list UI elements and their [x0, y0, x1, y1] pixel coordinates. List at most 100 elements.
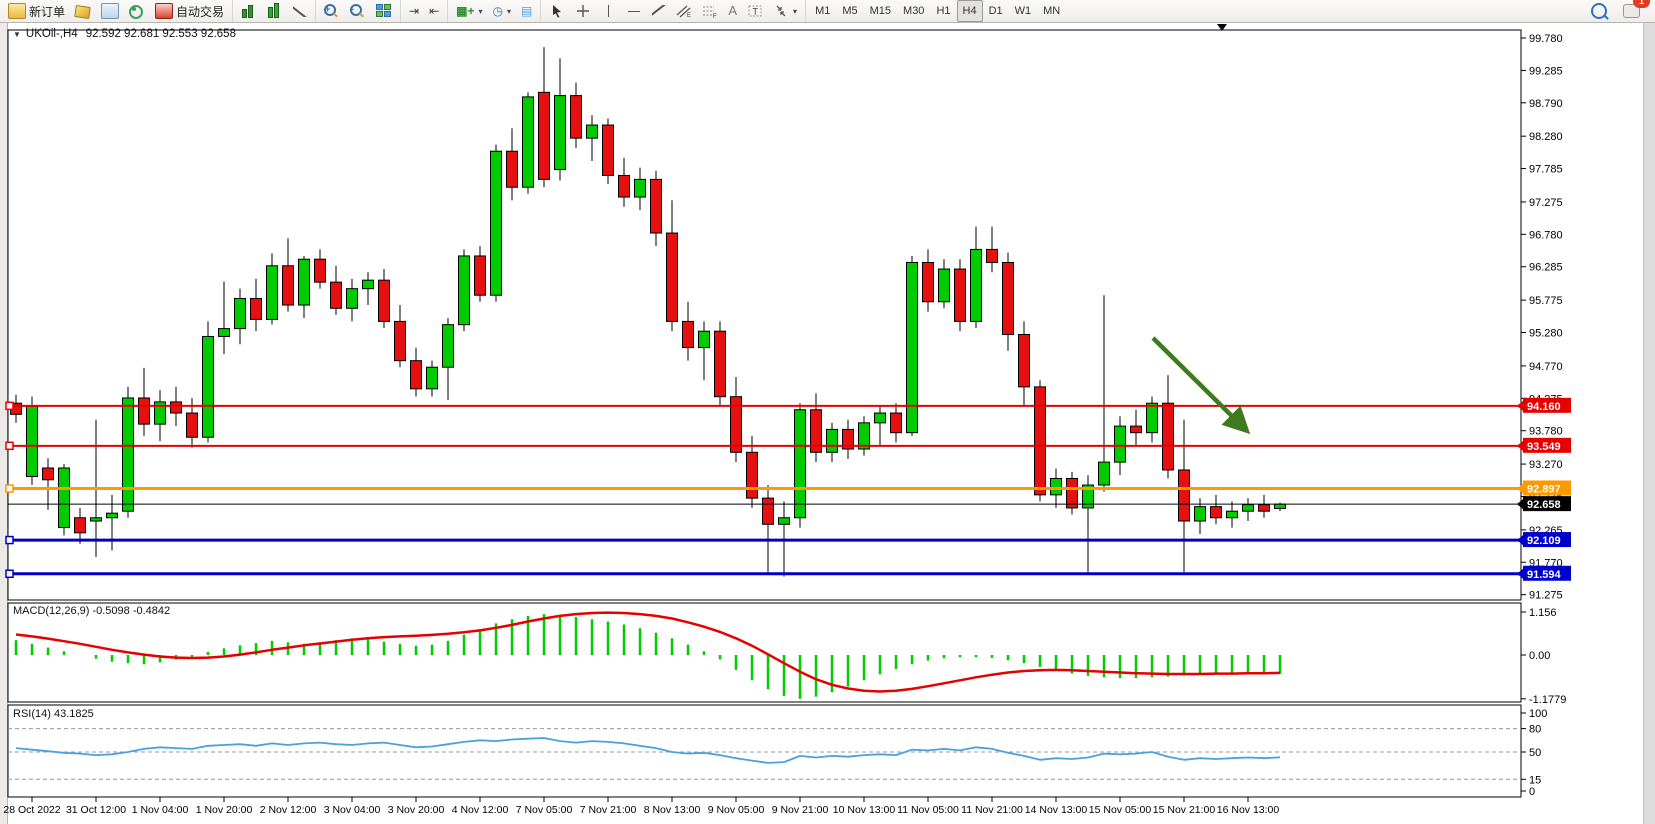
horizontal-line-button[interactable] [621, 0, 647, 22]
timeframe-h1[interactable]: H1 [936, 5, 951, 17]
rsi-panel [7, 704, 1522, 798]
gold-button[interactable] [70, 0, 96, 22]
candle-body [570, 95, 582, 139]
text-label-button[interactable]: T [742, 0, 768, 22]
candle-body [426, 366, 438, 390]
level-line-handle[interactable] [5, 401, 14, 411]
date-label[interactable]: 28 Oct 2022 [3, 804, 60, 816]
level-line-handle[interactable] [5, 484, 14, 493]
date-label[interactable]: 1 Nov 04:00 [132, 804, 189, 816]
timeframe-w1[interactable]: W1 [1014, 5, 1032, 17]
new-order-button[interactable]: 新订单 [3, 0, 70, 22]
vertical-line-button[interactable] [596, 0, 621, 22]
channel-button[interactable]: E [671, 0, 697, 22]
profiles-button[interactable]: ◷ ▾ [492, 4, 512, 18]
date-label[interactable]: 1 Nov 20:00 [196, 804, 253, 816]
zoom-out-button[interactable]: - [345, 0, 371, 22]
auto-scroll-icon: ⇥ [409, 4, 420, 18]
zoom-in-button[interactable]: + [319, 0, 345, 22]
trendline-button[interactable] [647, 0, 671, 22]
macd-tick-label: 1.156 [1529, 607, 1557, 619]
date-label[interactable]: 7 Nov 21:00 [580, 804, 637, 816]
data-window-icon: ▤ [521, 4, 533, 18]
price-tag [1523, 437, 1571, 453]
timeframe-m30[interactable]: M30 [903, 5, 925, 17]
date-label[interactable]: 9 Nov 21:00 [772, 804, 829, 816]
candle-body [938, 268, 950, 303]
candlestick-chart-button[interactable] [262, 0, 288, 22]
date-label[interactable]: 31 Oct 12:00 [66, 804, 126, 816]
fibonacci-button[interactable]: F [697, 0, 723, 22]
candle-body [58, 467, 70, 529]
timeframe-m15[interactable]: M15 [869, 5, 892, 17]
line-chart-button[interactable] [288, 0, 312, 22]
trend-arrow[interactable] [1151, 336, 1251, 435]
candle-body [90, 517, 102, 522]
date-label[interactable]: 10 Nov 13:00 [833, 804, 896, 816]
candle-body [74, 517, 86, 534]
candle-body [1130, 425, 1142, 434]
auto-scroll-button[interactable]: ⇥ [404, 0, 424, 22]
bar-chart-button[interactable] [236, 0, 262, 22]
new-chart-button[interactable]: ▦+ ▾ [456, 4, 483, 18]
date-label[interactable]: 8 Nov 13:00 [644, 804, 701, 816]
timeframe-h4[interactable]: H4 [956, 0, 983, 22]
search-button[interactable] [1586, 0, 1612, 22]
timeframe-m5[interactable]: M5 [842, 5, 858, 17]
notifications-button[interactable]: 1 [1618, 0, 1650, 22]
tile-windows-button[interactable] [371, 0, 397, 22]
date-label[interactable]: 14 Nov 13:00 [1025, 804, 1088, 816]
candle-body [1242, 504, 1254, 512]
date-label[interactable]: 3 Nov 04:00 [324, 804, 381, 816]
chart-canvas[interactable]: 99.780 99.285 98.790 98.280 97.785 97.275 96.7… [0, 23, 1644, 824]
text-button[interactable]: A [723, 0, 742, 22]
date-label[interactable]: 9 Nov 05:00 [708, 804, 765, 816]
candle-body [506, 150, 518, 188]
timeframe-m1[interactable]: M1 [815, 5, 831, 17]
data-window-button[interactable]: ▤ [516, 0, 537, 22]
svg-text:E: E [687, 13, 691, 18]
timeframe-mn[interactable]: MN [1043, 5, 1061, 17]
date-label[interactable]: 7 Nov 05:00 [516, 804, 573, 816]
arrows-button[interactable]: ▾ [768, 0, 802, 22]
level-line-handle[interactable] [5, 535, 14, 545]
candle-body [538, 91, 550, 180]
chart-shift-marker[interactable] [1217, 24, 1227, 31]
candle-body [1274, 503, 1286, 509]
crosshair-button[interactable] [570, 0, 596, 22]
timeframe-d1[interactable]: D1 [988, 5, 1003, 17]
candle-body [826, 428, 838, 453]
candle-body [522, 96, 534, 188]
cursor-button[interactable] [544, 0, 570, 22]
level-line-handle[interactable] [5, 441, 14, 451]
ohlc-values: 92.592 92.681 92.553 92.658 [85, 28, 236, 40]
date-label[interactable]: 4 Nov 12:00 [452, 804, 509, 816]
date-label[interactable]: 11 Nov 21:00 [961, 804, 1023, 816]
autotrading-button[interactable]: 自动交易 [150, 0, 229, 22]
candle-body [458, 255, 470, 326]
autotrading-label: 自动交易 [176, 4, 225, 19]
candle-body [986, 248, 998, 263]
expert-advisors-button[interactable] [96, 0, 124, 22]
date-label[interactable]: 15 Nov 21:00 [1153, 804, 1216, 816]
rsi-tick-label: 15 [1529, 774, 1541, 786]
date-label[interactable]: 11 Nov 05:00 [897, 804, 959, 816]
arrows-icon [773, 4, 789, 18]
window-right-edge[interactable] [1643, 23, 1655, 824]
rsi-tick-label: 80 [1529, 724, 1541, 736]
chart-shift-button[interactable]: ⇤ [424, 0, 444, 22]
chart-title[interactable]: ▼ UKOil-,H4 92.592 92.681 92.553 92.658 [13, 28, 236, 40]
price-tick-label: 97.785 [1529, 164, 1563, 176]
price-tag-label: 92.109 [1527, 535, 1561, 547]
price-tag-label: 92.658 [1527, 499, 1561, 511]
date-label[interactable]: 2 Nov 12:00 [260, 804, 317, 816]
horizontal-line-icon [628, 10, 641, 12]
date-label[interactable]: 16 Nov 13:00 [1217, 804, 1280, 816]
level-line-handle[interactable] [5, 569, 14, 579]
date-label[interactable]: 3 Nov 20:00 [388, 804, 445, 816]
date-label[interactable]: 15 Nov 05:00 [1089, 804, 1152, 816]
macd-label: MACD(12,26,9) -0.5098 -0.4842 [13, 605, 171, 617]
signals-button[interactable] [124, 0, 150, 22]
macd-tick-label: -1.1779 [1529, 694, 1566, 706]
candle-body [1162, 402, 1174, 471]
